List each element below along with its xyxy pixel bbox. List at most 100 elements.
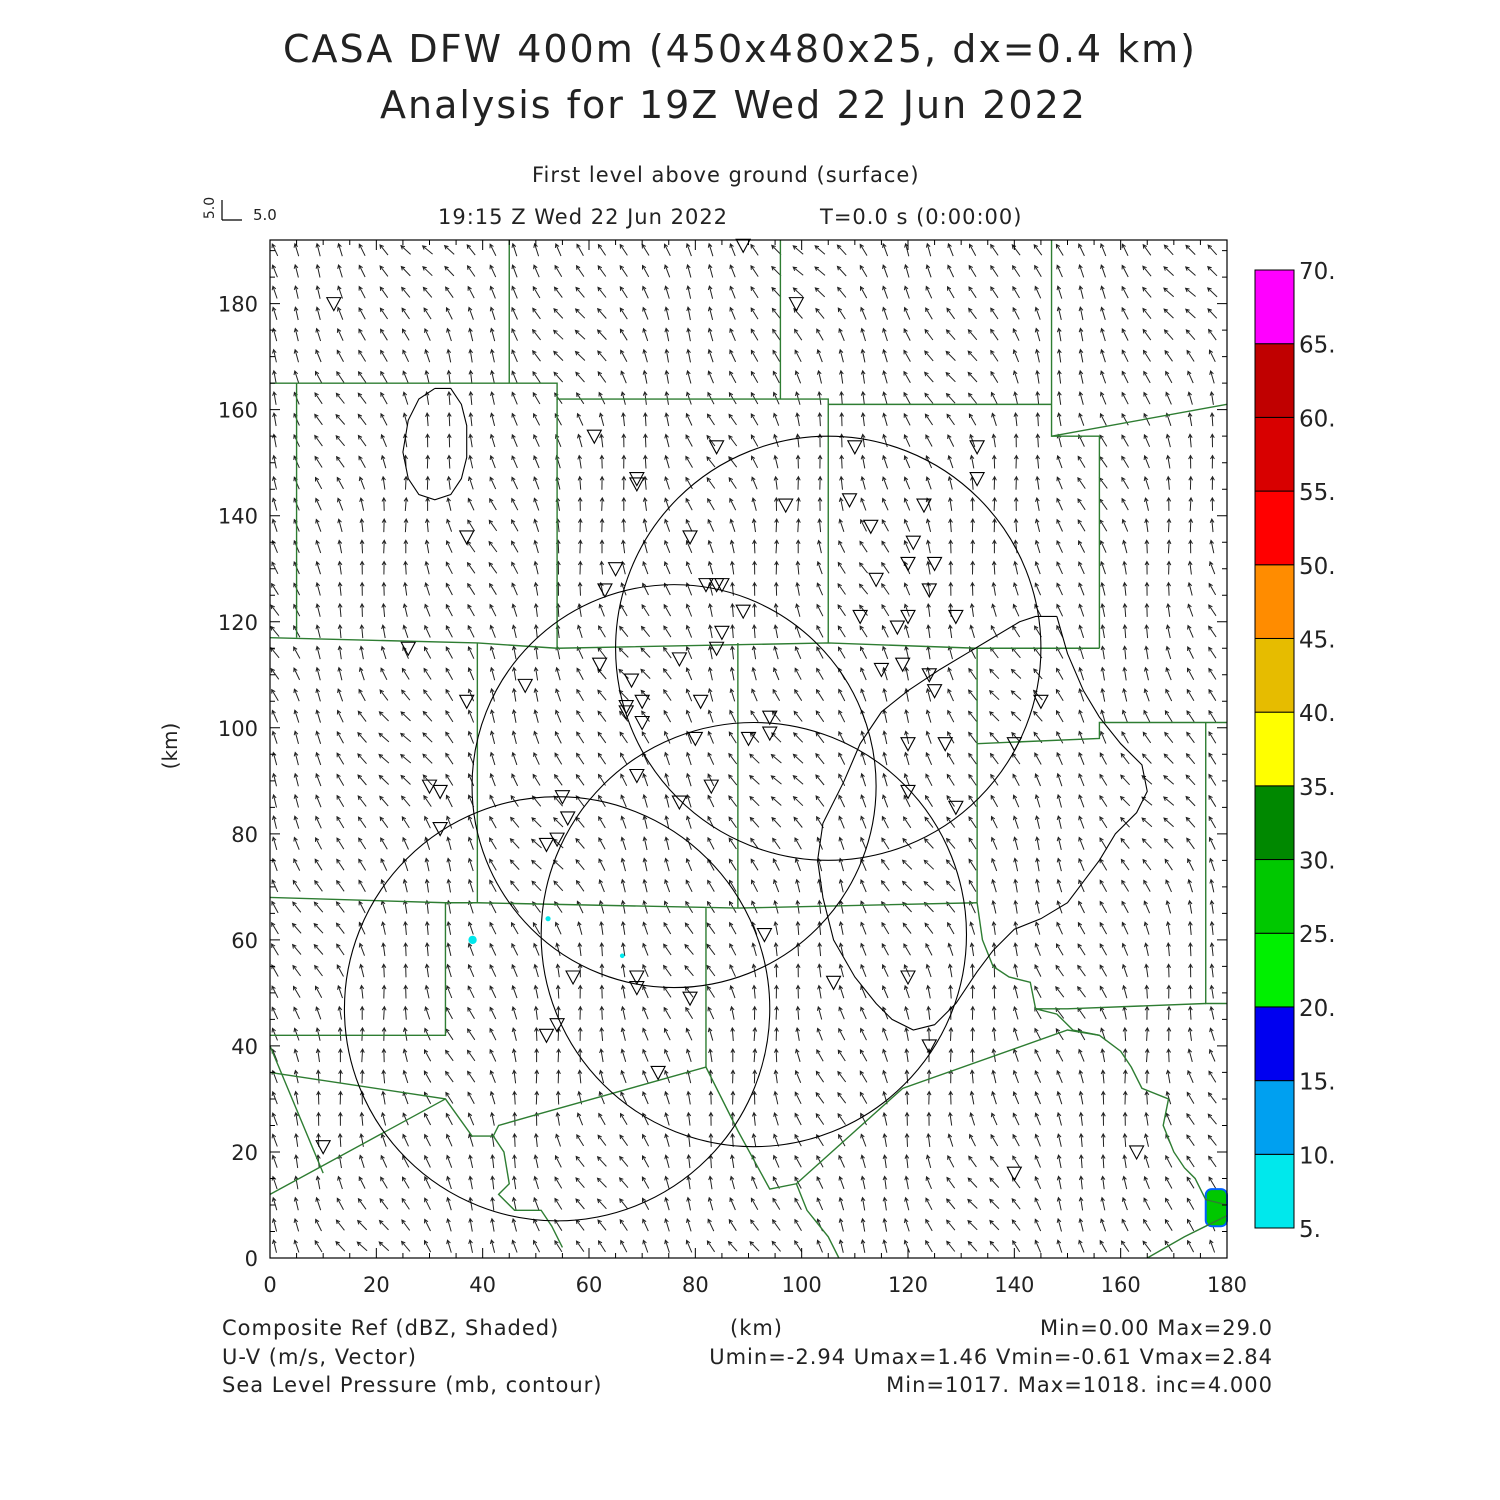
colorbar-segment <box>1254 416 1295 492</box>
radar-site-marker <box>900 970 916 986</box>
wind-vector-field <box>270 242 1218 1253</box>
radar-site-marker <box>708 641 725 657</box>
radar-site-marker <box>900 556 916 572</box>
radar-site-marker <box>325 297 342 312</box>
radar-site-marker <box>432 784 449 800</box>
time-label: 19:15 Z Wed 22 Jun 2022 <box>438 205 729 229</box>
colorbar-segment <box>1254 1153 1295 1229</box>
radar-site-marker <box>458 530 475 546</box>
y-tick-label: 120 <box>218 611 258 635</box>
radar-site-marker <box>735 238 752 254</box>
radar-site-marker <box>634 694 651 710</box>
colorbar-label: 30. <box>1299 849 1336 875</box>
radar-site-marker <box>559 811 576 827</box>
county-line <box>270 902 447 1037</box>
radar-site-marker <box>458 694 475 710</box>
radar-site-marker <box>586 429 603 445</box>
y-tick-label: 140 <box>218 505 258 529</box>
radar-site-marker <box>926 556 943 572</box>
radar-site-marker <box>921 583 938 599</box>
radar-site-marker <box>1006 737 1023 752</box>
radar-site-marker <box>421 779 438 795</box>
colorbar-label: 15. <box>1299 1070 1336 1096</box>
radar-site-marker <box>538 837 555 853</box>
y-tick-label: 80 <box>231 823 258 847</box>
county-line <box>269 1098 446 1195</box>
x-tick-label: 140 <box>994 1273 1034 1297</box>
radar-site-marker <box>549 1018 566 1033</box>
colorbar-segment <box>1254 932 1295 1008</box>
county-line <box>269 896 978 909</box>
radar-site-marker <box>873 662 890 678</box>
radar-site-marker <box>905 535 922 551</box>
y-tick-label: 100 <box>218 717 258 741</box>
colorbar-label: 65. <box>1299 333 1336 359</box>
plot-frame <box>269 239 1228 1259</box>
y-tick-label: 0 <box>245 1247 258 1271</box>
radar-site-marker <box>862 519 879 535</box>
radar-site-marker <box>400 641 417 657</box>
county-line <box>269 636 1100 649</box>
x-tick-label: 160 <box>1101 1273 1141 1297</box>
radar-site-marker <box>900 784 916 800</box>
radar-site-marker <box>916 498 932 514</box>
footer-left-3: Sea Level Pressure (mb, contour) <box>222 1373 603 1397</box>
title-line-2: Analysis for 19Z Wed 22 Jun 2022 <box>380 83 1087 127</box>
radar-site-marker <box>628 970 645 986</box>
radar-site-marker <box>628 768 645 784</box>
radar-site-marker <box>921 1039 938 1055</box>
radar-site-marker <box>432 821 449 837</box>
colorbar-label: 55. <box>1299 480 1336 506</box>
radar-site-marker <box>841 493 858 508</box>
echo-cell <box>545 916 551 922</box>
radar-site-marker <box>846 440 863 455</box>
footer-left-1: Composite Ref (dBZ, Shaded) <box>222 1316 560 1340</box>
radar-site-marker <box>623 673 640 689</box>
radar-site-marker <box>708 440 725 455</box>
pressure-contour <box>402 387 468 501</box>
radar-site-marker <box>703 779 720 795</box>
county-line <box>976 902 1206 1010</box>
radar-site-marker <box>947 609 964 625</box>
radar-range-ring <box>615 435 1042 861</box>
radar-site-marker <box>628 981 645 996</box>
radar-site-marker <box>618 705 635 721</box>
radar-site-marker <box>825 975 842 991</box>
radar-site-marker <box>597 583 613 599</box>
colorbar-label: 60. <box>1299 406 1336 432</box>
radar-site-marker <box>713 578 730 593</box>
colorbar-segment <box>1254 711 1295 787</box>
footer-left-2: U-V (m/s, Vector) <box>222 1345 417 1369</box>
county-line <box>1051 403 1228 437</box>
footer-right-2: Umin=-2.94 Umax=1.46 Vmin=-0.61 Vmax=2.8… <box>709 1345 1273 1369</box>
radar-site-marker <box>894 657 911 673</box>
pressure-contours <box>402 387 1148 1031</box>
radar-site-marker <box>1128 1145 1145 1161</box>
radar-range-ring <box>343 796 771 1222</box>
radar-site-marker <box>735 604 752 620</box>
axis-ticks <box>269 240 1228 1259</box>
colorbar-segment <box>1254 343 1295 418</box>
colorbar-label: 50. <box>1299 554 1336 580</box>
radar-site-marker <box>756 928 773 943</box>
level-label: First level above ground (surface) <box>532 163 920 187</box>
x-tick-label: 80 <box>682 1273 709 1297</box>
county-line <box>795 1183 840 1259</box>
radar-site-marker <box>1006 1166 1023 1182</box>
radar-site-marker <box>682 530 698 546</box>
radar-range-ring <box>540 721 968 1148</box>
radar-site-marker <box>889 620 906 636</box>
y-tick-label: 160 <box>218 399 258 423</box>
county-line <box>492 1135 564 1248</box>
y-tick-label: 40 <box>231 1035 258 1059</box>
x-tick-label: 40 <box>469 1273 496 1297</box>
y-axis-tick-labels: 0 20 40 60 80 100 120 140 160 180 <box>218 293 258 1271</box>
x-axis-unit: (km) <box>730 1316 784 1340</box>
radar-site-marker <box>777 498 794 514</box>
colorbar-label: 5. <box>1299 1217 1321 1243</box>
radar-site-marker <box>713 625 730 641</box>
colorbar-segment <box>1254 490 1295 566</box>
radar-site-marker <box>687 731 704 747</box>
radar-site-marker <box>517 678 534 694</box>
radar-range-ring <box>471 584 877 989</box>
